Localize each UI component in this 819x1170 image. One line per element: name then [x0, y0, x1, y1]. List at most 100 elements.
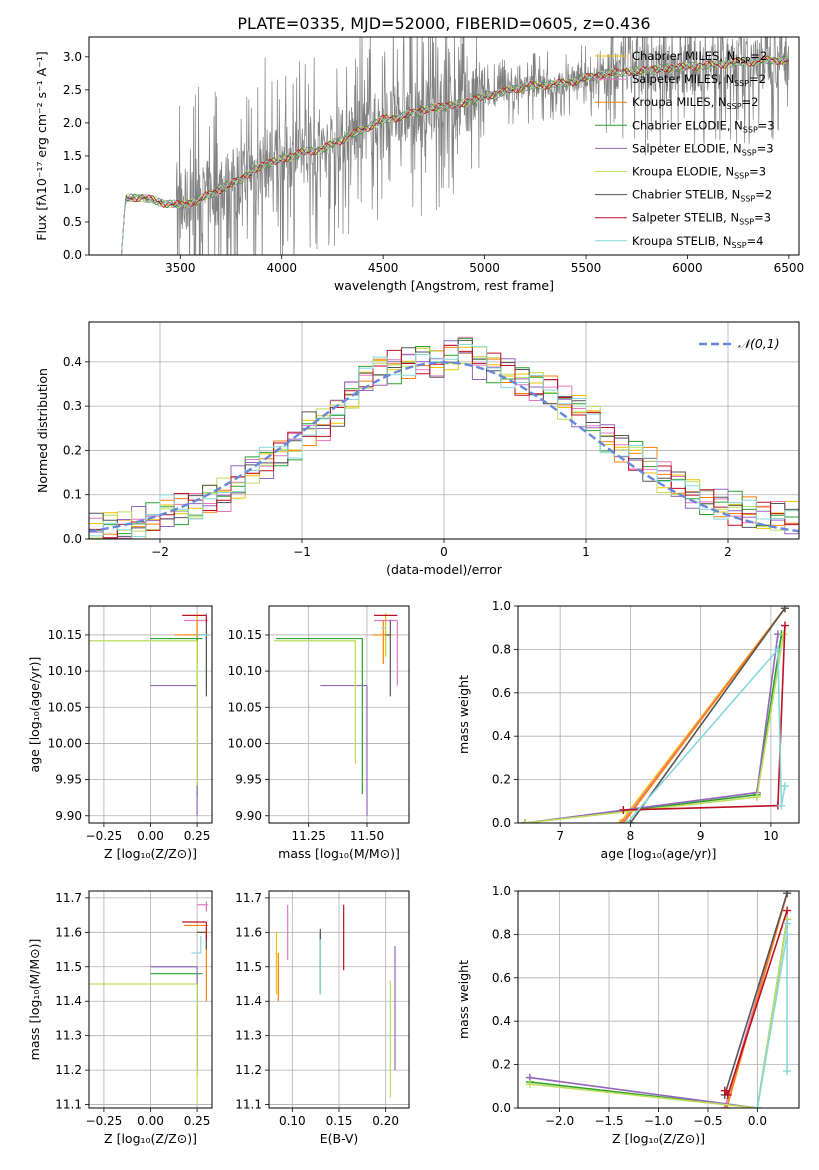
y-tick-label: 9.95 — [55, 773, 82, 787]
y-tick-label: 11.2 — [55, 1063, 82, 1077]
y-tick-label: 0.2 — [492, 1058, 511, 1072]
weight-vs-age-plot-area — [521, 606, 789, 823]
y-axis-label: mass weight — [456, 960, 471, 1039]
x-tick-label: −0.25 — [86, 1114, 123, 1128]
legend-entry-value: =3 — [749, 165, 766, 179]
weight-vs-Z-panel: −2.0 −1.5 −1.0 −0.5 0.0 0.0 0.2 0.4 0.6 0.8 1.0 Z [… — [456, 884, 800, 1146]
legend-entry-4: Salpeter ELODIE, NSSP=3 — [632, 141, 774, 157]
y-tick-label: 10.00 — [228, 736, 262, 750]
legend-entry-0: Chabrier MILES, NSSP=2 — [632, 49, 767, 65]
x-tick-label: 2 — [724, 545, 732, 559]
legend-entry-text: Kroupa STELIB, N — [632, 234, 732, 248]
residuals-panel: −2 −1 0 1 2 0.0 0.1 0.2 0.3 0.4 (data-model)/error… — [35, 321, 800, 577]
x-tick-label: 9 — [697, 829, 705, 843]
y-tick-label: 0.6 — [492, 686, 511, 700]
x-tick-label: 5000 — [469, 261, 500, 275]
age-vs-mass-plot-area — [273, 613, 398, 816]
axes-frame — [268, 605, 410, 824]
x-tick-label: 8 — [627, 829, 635, 843]
y-tick-label: 10.10 — [228, 664, 262, 678]
x-tick-label: 4500 — [368, 261, 399, 275]
weight-marker — [723, 1090, 732, 1099]
figure-title: PLATE=0335, MJD=52000, FIBERID=0605, z=0… — [237, 14, 650, 33]
legend-subscript: SSP — [743, 125, 758, 134]
x-tick-label: 0.00 — [137, 829, 164, 843]
y-tick-label: 0.2 — [63, 443, 82, 457]
y-tick-label: 1.0 — [492, 599, 511, 613]
legend-subscript: SSP — [732, 241, 747, 250]
y-tick-label: 1.5 — [63, 149, 82, 163]
legend-entry-value: =4 — [747, 234, 764, 248]
axes-frame — [517, 890, 800, 1109]
legend-entry-5: Kroupa ELODIE, NSSP=3 — [632, 165, 766, 181]
x-tick-label: 0.10 — [279, 1114, 306, 1128]
weight-marker — [720, 1086, 729, 1095]
y-tick-label: 0.0 — [492, 1101, 511, 1115]
legend-entry-value: =2 — [742, 95, 759, 109]
spectrum-panel: 3500 4000 4500 5000 5500 6000 6500 0.0 0.5 1.0 1.5… — [34, 36, 805, 293]
legend-entry-text: Salpeter MILES, N — [632, 72, 734, 86]
residuals-legend: 𝒩(0,1) — [699, 336, 780, 351]
age-vs-Z-plot-area — [89, 613, 209, 816]
legend-subscript: SSP — [742, 148, 757, 157]
mass-vs-EBV-plot-area — [275, 904, 396, 1098]
x-axis-label: Z [log₁₀(Z/Z⊙)] — [104, 846, 197, 861]
y-tick-label: 9.90 — [55, 809, 82, 823]
legend-entry-8: Kroupa STELIB, NSSP=4 — [632, 234, 763, 250]
weight-marker — [780, 606, 789, 613]
x-tick-label: −2 — [151, 545, 169, 559]
y-tick-label: 9.95 — [235, 773, 262, 787]
x-tick-label: −1.5 — [594, 1114, 623, 1128]
axes-frame — [88, 321, 800, 540]
axes-frame — [88, 36, 800, 256]
y-tick-label: 10.00 — [48, 736, 82, 750]
x-axis-label: mass [log₁₀(M/M⊙)] — [278, 846, 400, 861]
legend-entry-normal: 𝒩(0,1) — [738, 336, 780, 351]
y-tick-label: 3.0 — [63, 50, 82, 64]
y-tick-label: 11.6 — [235, 925, 262, 939]
x-axis-label: Z [log₁₀(Z/Z⊙)] — [104, 1131, 197, 1146]
mass-vs-Z-plot-area — [89, 901, 209, 1105]
legend-entry-text: Kroupa MILES, N — [632, 95, 727, 109]
y-tick-label: 2.0 — [63, 116, 82, 130]
weight-line-8 — [756, 923, 788, 1108]
weight-line-6 — [629, 607, 786, 823]
x-tick-label: 6500 — [774, 261, 805, 275]
x-tick-label: 0.0 — [748, 1114, 767, 1128]
y-tick-label: 0.0 — [63, 532, 82, 546]
y-tick-label: 0.2 — [492, 773, 511, 787]
x-tick-label: 6000 — [672, 261, 703, 275]
x-tick-label: 0.25 — [184, 1114, 211, 1128]
y-tick-label: 11.1 — [55, 1098, 82, 1112]
y-tick-label: 11.5 — [55, 960, 82, 974]
weight-marker — [752, 792, 761, 801]
weight-marker — [753, 1104, 762, 1108]
weight-marker — [622, 819, 631, 823]
x-tick-label: −1.0 — [644, 1114, 673, 1128]
spectrum-plot-area — [121, 37, 790, 255]
x-axis-label: Z [log₁₀(Z/Z⊙)] — [612, 1131, 705, 1146]
x-axis-label: (data-model)/error — [386, 562, 503, 577]
mass-vs-EBV-panel: 0.10 0.15 0.20 11.1 11.2 11.3 11.4 11.5 11.6 11.7… — [235, 890, 410, 1146]
axes-frame — [268, 890, 410, 1109]
weight-marker — [780, 621, 789, 630]
y-tick-label: 0.4 — [492, 1014, 511, 1028]
weight-marker — [777, 801, 786, 810]
x-axis-label: wavelength [Angstrom, rest frame] — [334, 278, 554, 293]
weight-marker — [779, 630, 788, 639]
x-tick-label: 3500 — [165, 261, 196, 275]
x-tick-label: 7 — [556, 829, 564, 843]
residual-histogram-7 — [89, 344, 799, 539]
x-axis-label: E(B-V) — [320, 1131, 359, 1146]
weight-line-6 — [724, 892, 788, 1096]
x-tick-label: 0.25 — [184, 829, 211, 843]
normal-distribution-curve — [89, 361, 799, 533]
y-axis-label: mass [log₁₀(M/M⊙)] — [27, 939, 42, 1061]
legend-entry-text: Kroupa ELODIE, N — [632, 165, 734, 179]
weight-marker — [780, 782, 789, 791]
y-tick-label: 11.4 — [55, 994, 82, 1008]
y-tick-label: 0.6 — [492, 971, 511, 985]
y-tick-label: 0.5 — [63, 215, 82, 229]
weight-marker — [783, 891, 792, 898]
legend-entry-text: Salpeter ELODIE, N — [632, 141, 742, 155]
